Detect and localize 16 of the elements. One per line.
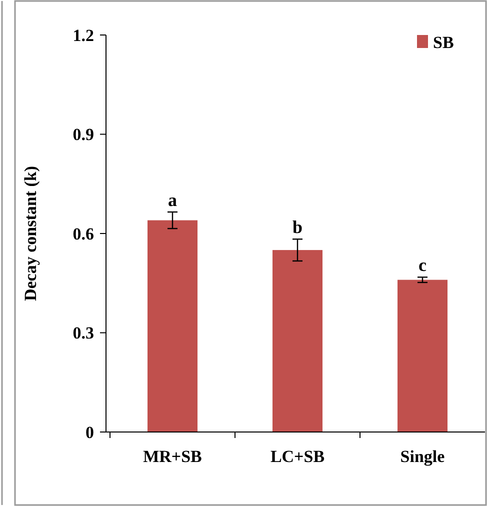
- bar: [148, 220, 198, 432]
- y-tick-label: 0.9: [72, 125, 94, 144]
- annotation: c: [418, 255, 426, 276]
- y-axis-title: Decay constant (k): [21, 166, 40, 302]
- bar: [398, 280, 448, 432]
- y-tick-label: 0: [86, 422, 94, 442]
- legend-label: SB: [433, 32, 454, 52]
- x-tick-label: MR+SB: [143, 447, 202, 466]
- annotation: b: [292, 217, 303, 238]
- bar: [272, 250, 322, 432]
- y-tick-label: 0.6: [72, 224, 94, 244]
- x-tick-label: Single: [400, 447, 446, 466]
- annotation: a: [168, 190, 177, 210]
- y-tick-label: 1.2: [72, 26, 94, 45]
- x-tick-label: LC+SB: [270, 447, 325, 466]
- y-tick-label: 0.3: [72, 324, 94, 343]
